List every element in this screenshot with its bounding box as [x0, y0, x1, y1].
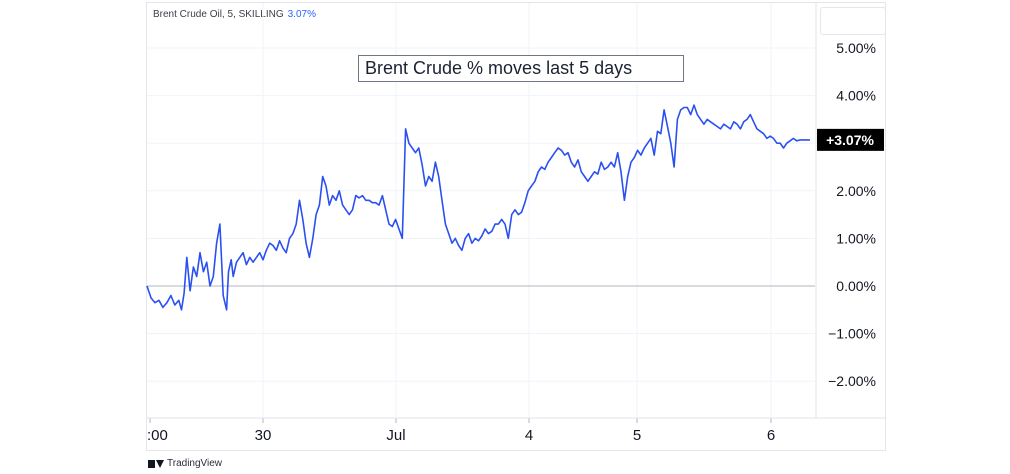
change-percent: 3.07% — [287, 9, 316, 20]
series-line-brent — [146, 104, 810, 311]
y-tick-label: 4.00% — [836, 88, 876, 104]
y-axis: 5.00%4.00%3.00%2.00%1.00%0.00%−1.00%−2.0… — [815, 3, 876, 418]
y-tick-label: −2.00% — [828, 373, 876, 389]
last-value-label: +3.07% — [826, 132, 874, 148]
price-scale-corner-box[interactable] — [820, 7, 886, 35]
chart-legend-header[interactable]: Brent Crude Oil, 5, SKILLING 3.07% — [153, 9, 316, 20]
x-tick-label: 6 — [767, 427, 775, 444]
y-tick-label: 1.00% — [836, 230, 876, 246]
footer-brand[interactable]: TradingView — [148, 458, 222, 469]
y-tick-label: 2.00% — [836, 183, 876, 199]
x-axis: :00 30 Jul 4 5 6 — [147, 417, 886, 444]
chart-title: Brent Crude % moves last 5 days — [358, 55, 684, 82]
x-tick-label: 4 — [525, 427, 533, 444]
x-tick-label: Jul — [386, 427, 405, 444]
x-tick-label: 5 — [633, 427, 641, 444]
y-tick-label: −1.00% — [828, 326, 876, 342]
x-tick-label: :00 — [147, 427, 168, 444]
brand-label: TradingView — [167, 458, 223, 469]
last-value-marker: +3.07% — [817, 128, 884, 151]
y-tick-label: 5.00% — [836, 40, 876, 56]
tradingview-logo-icon — [148, 459, 164, 469]
x-tick-label: 30 — [255, 427, 272, 444]
y-tick-label: 0.00% — [836, 278, 876, 294]
last-value-badge — [817, 128, 884, 151]
chart-frame — [146, 2, 886, 451]
symbol-label: Brent Crude Oil, 5, SKILLING — [153, 9, 284, 20]
